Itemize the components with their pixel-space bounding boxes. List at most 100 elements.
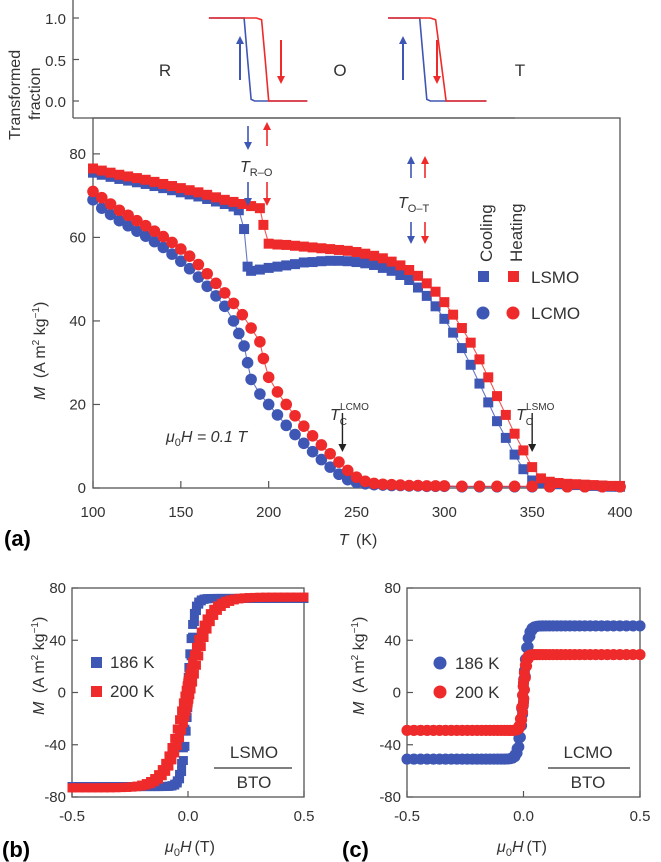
main-point bbox=[341, 473, 354, 486]
main-point bbox=[341, 464, 354, 477]
main-point bbox=[430, 301, 441, 312]
main-point bbox=[105, 167, 116, 178]
main-point bbox=[210, 277, 222, 290]
main-point bbox=[246, 265, 257, 276]
b-point bbox=[172, 776, 182, 786]
b-point bbox=[154, 770, 164, 780]
legend-lsmo-heating-marker bbox=[508, 271, 519, 282]
main-point bbox=[87, 194, 99, 206]
main-point bbox=[395, 270, 406, 280]
main-point bbox=[131, 225, 143, 237]
main-point bbox=[596, 480, 609, 493]
main-point bbox=[281, 260, 292, 271]
main-point bbox=[241, 356, 254, 369]
b-xtick-label-1: 0.0 bbox=[178, 808, 199, 825]
c-ytick-label-1: 40 bbox=[384, 632, 401, 649]
main-point bbox=[333, 456, 345, 468]
fraction-curve-0 bbox=[208, 17, 308, 102]
main-point bbox=[385, 478, 398, 491]
lcmo-hysteresis-panel: M (A m2 kg−1) μ0H (T) 186 K 200 K LCMO BT… bbox=[350, 617, 630, 859]
tc-lcmo-label: TCLCMO bbox=[330, 402, 369, 428]
b-xtick-label-2: 0.5 bbox=[294, 808, 315, 825]
b-point bbox=[67, 783, 77, 793]
main-point bbox=[262, 371, 275, 384]
c-sample-bottom: BTO bbox=[571, 773, 606, 792]
main-point bbox=[201, 280, 213, 293]
main-point bbox=[262, 398, 275, 411]
legend-lcmo-cooling-marker bbox=[476, 306, 490, 320]
b-point bbox=[180, 712, 190, 722]
main-point bbox=[307, 257, 318, 268]
main-point bbox=[157, 241, 170, 254]
fraction-ytick-05: 0.5 bbox=[45, 53, 66, 70]
main-point bbox=[289, 428, 301, 441]
c-sample-top: LCMO bbox=[563, 743, 612, 762]
main-ytick-label-4: 80 bbox=[69, 146, 86, 163]
main-point bbox=[465, 359, 476, 370]
main-point bbox=[131, 173, 142, 184]
main-point bbox=[280, 419, 293, 432]
field-label: μ0H = 0.1 T bbox=[165, 429, 248, 449]
b-point bbox=[255, 592, 265, 602]
phase-label-t: T bbox=[515, 61, 525, 80]
main-xtick-label-2: 200 bbox=[256, 504, 281, 521]
main-point bbox=[219, 194, 230, 205]
main-point bbox=[114, 169, 125, 180]
main-point bbox=[429, 480, 442, 492]
main-point bbox=[257, 352, 270, 365]
main-point bbox=[254, 388, 266, 400]
c-point bbox=[634, 620, 646, 632]
main-point bbox=[456, 343, 467, 354]
b-point bbox=[299, 592, 309, 602]
b-point bbox=[127, 782, 137, 792]
c-point bbox=[517, 689, 529, 701]
main-point bbox=[448, 309, 459, 320]
main-point bbox=[404, 264, 415, 275]
main-point bbox=[96, 165, 107, 176]
main-point bbox=[166, 236, 178, 249]
main-point bbox=[412, 270, 423, 281]
main-point bbox=[158, 178, 169, 189]
main-point bbox=[377, 262, 388, 273]
main-point bbox=[272, 261, 283, 272]
b-point bbox=[74, 783, 84, 793]
b-point bbox=[199, 632, 209, 642]
c-series-1-points bbox=[401, 649, 646, 736]
fraction-ylabel-line2: fraction bbox=[27, 68, 44, 120]
main-point bbox=[518, 464, 529, 475]
c-point bbox=[514, 713, 526, 725]
c-ylabel: M (A m2 kg−1) bbox=[350, 617, 368, 715]
phase-label-o: O bbox=[333, 61, 346, 80]
main-point bbox=[333, 255, 344, 266]
main-ytick-label-2: 40 bbox=[69, 313, 86, 330]
fraction-ytick-1: 1.0 bbox=[45, 11, 66, 28]
main-point bbox=[465, 337, 476, 348]
main-point bbox=[351, 257, 362, 268]
fraction-curve-3 bbox=[388, 17, 487, 102]
main-point bbox=[456, 480, 468, 493]
c-legend-186-label: 186 K bbox=[455, 654, 500, 673]
main-point bbox=[210, 192, 221, 203]
main-point bbox=[403, 479, 416, 492]
panel-label-b: (b) bbox=[2, 837, 30, 862]
b-point bbox=[99, 783, 109, 793]
main-point bbox=[421, 290, 432, 301]
main-point bbox=[148, 235, 161, 248]
main-point bbox=[543, 480, 556, 493]
b-point bbox=[170, 748, 180, 758]
main-point bbox=[316, 243, 327, 254]
b-point bbox=[105, 783, 115, 793]
b-point bbox=[202, 614, 212, 624]
main-ytick-label-0: 0 bbox=[78, 480, 86, 497]
main-point bbox=[263, 262, 274, 273]
c-point bbox=[634, 649, 646, 661]
b-xtick-label-0: -0.5 bbox=[59, 808, 85, 825]
main-point bbox=[412, 282, 423, 293]
b-ytick-label-2: 0 bbox=[58, 685, 66, 702]
main-point bbox=[175, 255, 187, 268]
main-point bbox=[193, 187, 204, 198]
main-point bbox=[395, 260, 406, 271]
main-point bbox=[614, 480, 626, 493]
